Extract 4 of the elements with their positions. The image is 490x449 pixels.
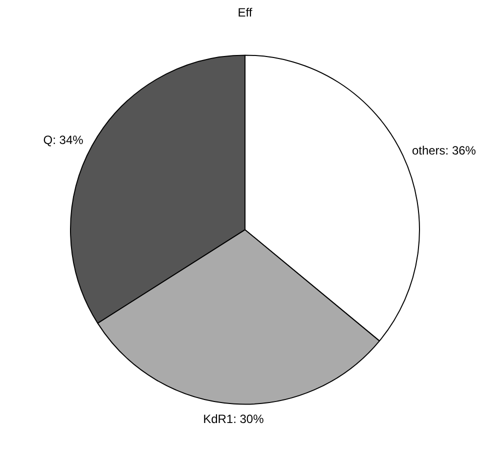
chart-title: Eff (238, 6, 253, 20)
slice-label: others: 36% (412, 143, 476, 158)
slice-label: Q: 34% (43, 133, 84, 148)
slice-label: KdR1: 30% (203, 412, 264, 426)
